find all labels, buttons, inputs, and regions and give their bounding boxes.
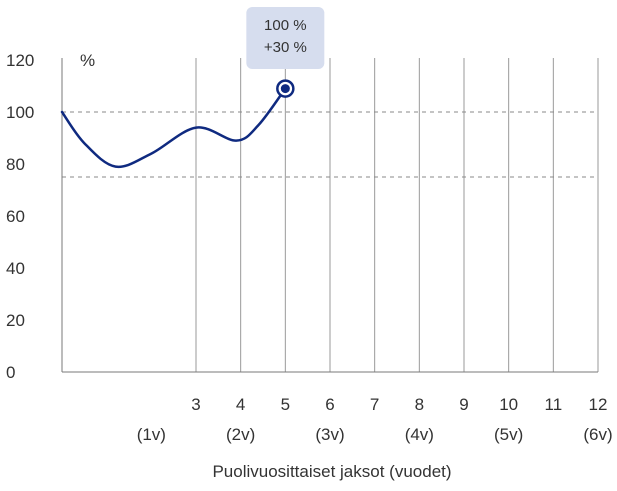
- y-tick-label: 60: [6, 207, 25, 226]
- callout: 100 % +30 %: [246, 7, 325, 69]
- series: [60, 79, 295, 169]
- year-label: (3v): [315, 425, 344, 444]
- x-tick-label: 6: [325, 395, 334, 414]
- y-tick-label: 100: [6, 103, 34, 122]
- callout-text: 100 %: [264, 17, 307, 34]
- y-tick-label: 40: [6, 259, 25, 278]
- x-tick-label: 12: [589, 395, 608, 414]
- year-label: (1v): [137, 425, 166, 444]
- x-tick-label: 8: [415, 395, 424, 414]
- y-tick-label: 80: [6, 155, 25, 174]
- x-tick-label: 10: [499, 395, 518, 414]
- y-tick-label: 20: [6, 311, 25, 330]
- series-line: [60, 87, 287, 169]
- x-tick-label: 11: [545, 395, 563, 414]
- axes: [61, 58, 598, 373]
- y-axis-unit-label: %: [80, 51, 95, 70]
- x-tick-label: 3: [191, 395, 200, 414]
- x-tick-label: 9: [459, 395, 468, 414]
- x-axis-title: Puolivuosittaiset jaksot (vuodet): [212, 462, 451, 481]
- y-tick-label: 0: [6, 363, 15, 382]
- callout-box: [246, 7, 325, 69]
- x-tick-label: 7: [370, 395, 379, 414]
- year-label: (5v): [494, 425, 523, 444]
- highlight-marker-dot: [280, 84, 290, 94]
- labels: % Puolivuosittaiset jaksot (vuodet) 3 4 5 6…: [6, 51, 613, 481]
- callout-text: +30 %: [264, 39, 307, 56]
- reference-lines: [62, 111, 598, 178]
- year-label: (4v): [405, 425, 434, 444]
- grid: [195, 58, 599, 372]
- x-tick-label: 5: [281, 395, 290, 414]
- y-tick-label: 120: [6, 51, 34, 70]
- x-tick-label: 4: [236, 395, 245, 414]
- year-label: (6v): [583, 425, 612, 444]
- year-label: (2v): [226, 425, 255, 444]
